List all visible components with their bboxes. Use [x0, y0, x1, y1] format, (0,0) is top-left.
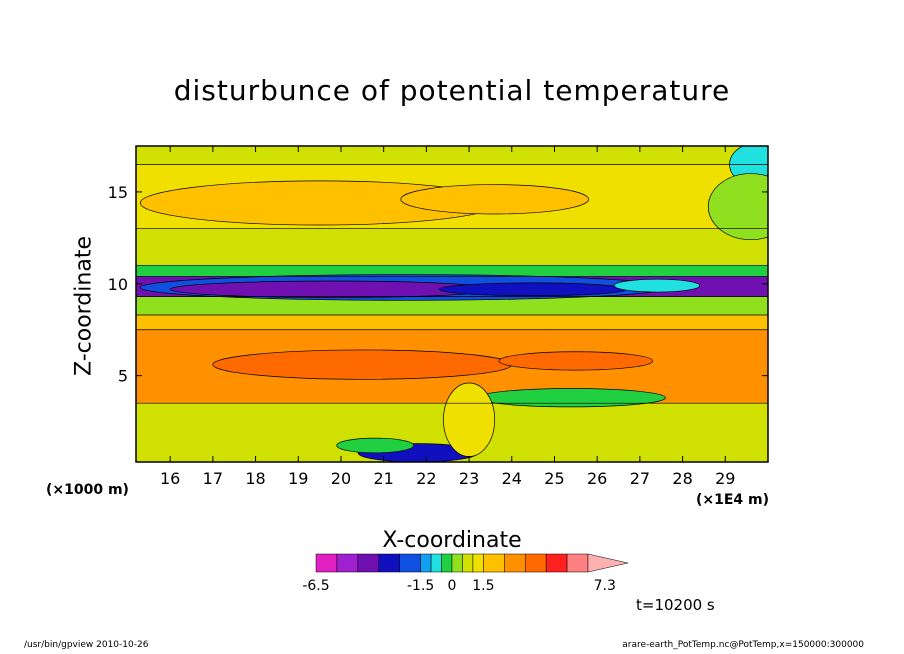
footer-command: /usr/bin/gpview 2010-10-26: [24, 640, 149, 650]
x-tick-label: 25: [544, 469, 564, 488]
colorbar-swatch: [545, 553, 568, 573]
colorbar-swatch: [336, 553, 359, 573]
x-tick-label: 17: [203, 469, 223, 488]
colorbar-swatch: [451, 553, 463, 573]
x-tick-label: 22: [416, 469, 436, 488]
contour-band: [136, 315, 768, 330]
warm-patch: [212, 349, 513, 380]
lower-green-layer: [477, 388, 666, 408]
colorbar-swatch: [472, 553, 484, 573]
x-tick-label: 23: [459, 469, 479, 488]
colorbar-label: -1.5: [407, 578, 434, 594]
plot-area: [136, 146, 768, 462]
x-tick-label: 19: [288, 469, 308, 488]
contour-band: [136, 265, 768, 277]
x-tick-label: 27: [630, 469, 650, 488]
colorbar-swatch: [566, 553, 589, 573]
colorbar-swatch: [420, 553, 432, 573]
colorbar-swatch: [483, 553, 505, 573]
cold-core-east: [438, 282, 628, 297]
gust-front: [443, 382, 496, 457]
plot-frame: [135, 145, 769, 463]
upper-right-cool-blob: [707, 173, 768, 241]
x-tick-label: 26: [587, 469, 607, 488]
contour-band: [136, 296, 768, 316]
contour-band: [136, 228, 768, 266]
colorbar-swatch: [441, 553, 453, 573]
x-axis-label: X-coordinate: [382, 528, 522, 553]
footer-source: arare-earth_PotTemp.nc@PotTemp,x=150000:…: [622, 640, 864, 650]
colorbar-swatch: [357, 553, 380, 573]
x-tick-label: 16: [160, 469, 180, 488]
colorbar-swatch: [378, 553, 400, 573]
colorbar: -6.5 -1.5 0 1.5 7.3: [302, 553, 629, 594]
chart-title: disturbunce of potential temperature: [173, 74, 731, 107]
colorbar-label: 7.3: [594, 578, 616, 594]
warm-patch: [498, 351, 654, 371]
y-tick-label: 15: [108, 183, 128, 202]
surface-green-patch: [336, 437, 414, 454]
x-tick-label: 20: [331, 469, 351, 488]
axes: 16 17 18 19 20 21 22 23 24 25 26 27 28 29 5 10 15: [108, 146, 768, 488]
y-tick-label: 5: [118, 367, 128, 386]
colorbar-label: 1.5: [472, 578, 494, 594]
x-unit-label: (×1000 m): [46, 482, 129, 498]
colorbar-label: 0: [448, 578, 457, 594]
contour-band: [136, 146, 768, 165]
colorbar-swatch: [399, 553, 421, 573]
colorbar-swatch: [462, 553, 474, 573]
x-tick-label: 21: [373, 469, 393, 488]
x-tick-label: 29: [715, 469, 735, 488]
time-label: t=10200 s: [636, 596, 715, 614]
y-tick-label: 10: [108, 275, 128, 294]
colorbar-swatch: [430, 553, 442, 573]
colorbar-arrow: [587, 553, 629, 573]
colorbar-swatch: [524, 553, 547, 573]
x-scale-label: (×1E4 m): [696, 492, 770, 508]
colorbar-swatch: [315, 553, 338, 573]
x-tick-label: 28: [672, 469, 692, 488]
colorbar-label: -6.5: [302, 578, 329, 594]
x-tick-label: 24: [502, 469, 522, 488]
x-tick-label: 18: [245, 469, 265, 488]
upper-warm-blob: [400, 184, 589, 215]
cold-core-tail: [613, 278, 701, 293]
colorbar-swatch: [504, 553, 526, 573]
